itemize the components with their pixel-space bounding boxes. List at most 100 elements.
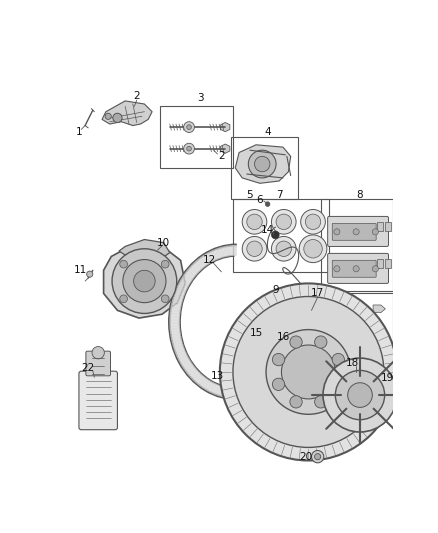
Polygon shape [186,269,196,278]
Polygon shape [228,245,232,256]
Text: 14: 14 [261,224,274,235]
Circle shape [311,357,319,364]
Text: 18: 18 [346,358,359,368]
Circle shape [187,147,191,151]
Text: 7: 7 [276,190,283,200]
Text: 15: 15 [249,328,263,338]
Circle shape [233,367,240,374]
Circle shape [282,345,336,399]
FancyBboxPatch shape [328,216,389,246]
FancyBboxPatch shape [328,253,389,284]
Circle shape [314,336,327,348]
Polygon shape [282,360,292,368]
Circle shape [290,395,302,408]
Circle shape [113,113,122,123]
Circle shape [290,336,302,348]
Polygon shape [181,276,191,285]
Circle shape [187,125,191,130]
FancyBboxPatch shape [332,260,376,277]
Polygon shape [194,373,202,383]
Polygon shape [171,302,182,308]
Polygon shape [221,144,230,154]
Text: 12: 12 [203,255,216,265]
Polygon shape [170,312,180,316]
Circle shape [274,343,307,377]
Circle shape [276,214,291,230]
Circle shape [120,260,127,268]
Bar [385,259,391,268]
Circle shape [332,353,344,366]
Polygon shape [171,335,182,341]
Circle shape [105,113,111,119]
Polygon shape [355,305,367,313]
Circle shape [87,271,93,277]
Text: 3: 3 [197,93,204,103]
Circle shape [283,353,298,368]
Polygon shape [201,255,209,265]
Polygon shape [194,260,203,270]
Polygon shape [234,245,237,256]
Circle shape [334,229,340,235]
Polygon shape [170,321,180,325]
Text: 19: 19 [380,373,394,383]
Polygon shape [170,309,181,313]
Circle shape [336,370,385,419]
Polygon shape [220,247,225,258]
Circle shape [314,454,321,460]
Circle shape [242,237,267,261]
Text: 2: 2 [218,151,225,161]
Circle shape [266,329,351,414]
Polygon shape [212,249,218,261]
Polygon shape [248,386,253,398]
Polygon shape [277,366,287,376]
Polygon shape [274,370,283,381]
Polygon shape [223,246,227,257]
Polygon shape [302,329,314,337]
Circle shape [291,326,298,334]
Polygon shape [320,305,332,313]
Polygon shape [172,299,182,305]
Circle shape [269,339,277,347]
Circle shape [265,202,270,206]
Polygon shape [228,387,231,399]
Circle shape [92,346,104,359]
Polygon shape [181,359,191,367]
Circle shape [123,260,166,303]
Polygon shape [231,245,234,256]
Circle shape [311,450,324,463]
Polygon shape [177,351,187,359]
Polygon shape [272,372,281,383]
Polygon shape [215,248,220,260]
Polygon shape [285,329,297,337]
Polygon shape [246,387,250,398]
FancyBboxPatch shape [79,371,117,430]
Polygon shape [170,325,180,328]
Polygon shape [276,368,285,378]
Polygon shape [244,387,247,398]
Polygon shape [268,376,276,386]
Polygon shape [338,305,350,313]
Polygon shape [262,380,269,391]
Polygon shape [173,293,184,300]
Polygon shape [170,305,181,310]
Polygon shape [258,383,264,394]
Circle shape [299,235,327,263]
Circle shape [305,214,321,230]
Circle shape [254,156,270,172]
Polygon shape [179,356,189,365]
Polygon shape [214,384,219,395]
Polygon shape [236,388,239,399]
Text: 6: 6 [257,195,263,205]
Circle shape [287,381,294,389]
Polygon shape [201,378,208,389]
Text: 1: 1 [76,127,82,137]
Circle shape [248,150,276,178]
Polygon shape [172,341,183,347]
Polygon shape [209,251,215,262]
Circle shape [243,313,339,408]
Polygon shape [183,273,193,282]
Polygon shape [226,246,230,256]
Circle shape [272,209,296,234]
Polygon shape [178,354,188,362]
Polygon shape [178,281,188,289]
